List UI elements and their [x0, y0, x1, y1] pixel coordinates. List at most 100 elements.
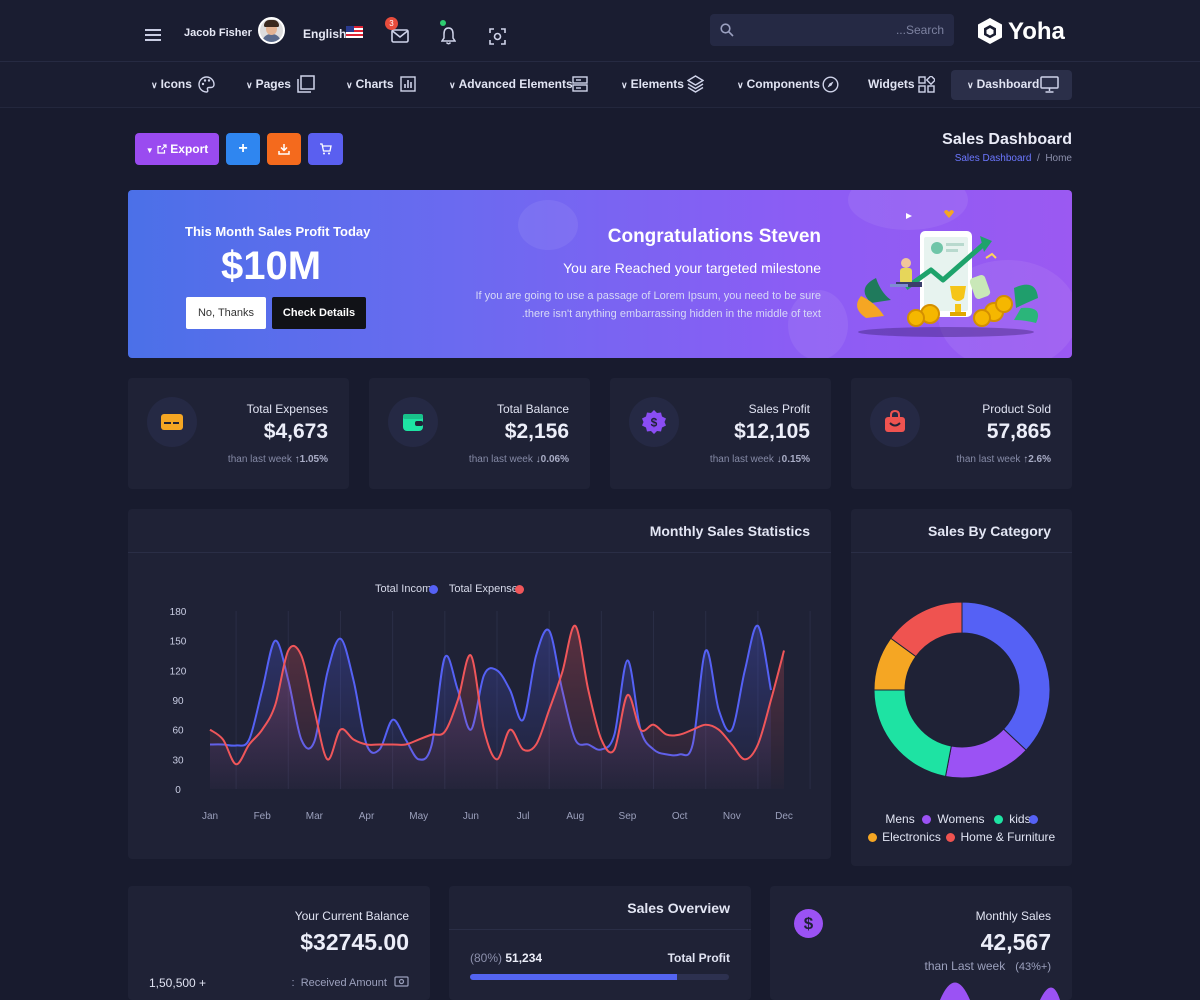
breadcrumb-separator: /	[1036, 153, 1040, 164]
nav-label: Components	[746, 77, 820, 91]
x-tick-label: Dec	[775, 811, 793, 822]
breadcrumb-home: Home	[1045, 153, 1072, 164]
balance-label: Your Current Balance	[294, 909, 409, 923]
y-tick-label: 0	[175, 785, 181, 796]
x-tick-label: Jun	[463, 811, 479, 822]
legend-total-income[interactable]: Total Income	[375, 583, 439, 595]
avatar[interactable]	[258, 17, 285, 44]
language-selector[interactable]: English	[303, 27, 347, 41]
legend-mens[interactable]: Mens	[885, 812, 915, 826]
add-button[interactable]: +	[226, 133, 260, 165]
dollar-badge-icon: $	[629, 397, 679, 447]
monthly-sales-value: 42,567	[980, 929, 1051, 955]
search-box	[710, 14, 954, 46]
y-tick-label: 60	[172, 726, 184, 737]
widgets-icon	[918, 76, 935, 93]
cash-icon	[394, 976, 409, 987]
legend-row: Mens Womens kids	[851, 810, 1072, 828]
monthly-sales-sparkline	[940, 982, 1060, 1000]
nav-elements[interactable]: ∨ Elements	[621, 77, 684, 91]
x-tick-label: Mar	[306, 811, 324, 822]
y-tick-label: 150	[170, 637, 187, 648]
cart-icon	[320, 143, 332, 155]
nav-label: Icons	[160, 77, 192, 91]
stat-card-product-sold: Product Sold 57,865 than last week ↑2.6%	[851, 378, 1072, 489]
check-details-button[interactable]: Check Details	[272, 297, 366, 329]
nav-dashboard[interactable]: ∨ Dashboard	[951, 70, 1072, 100]
banner-milestone: You are Reached your targeted milestone	[563, 260, 821, 276]
pages-icon	[297, 75, 315, 93]
y-tick-label: 120	[170, 666, 187, 677]
donut-slice[interactable]	[961, 601, 1051, 751]
nav-charts[interactable]: ∨ Charts	[346, 77, 394, 91]
download-icon	[278, 144, 290, 155]
donut-slice[interactable]	[873, 689, 952, 778]
logo-text[interactable]: Yoha	[1008, 18, 1065, 45]
logo-cube-icon[interactable]	[977, 17, 1003, 45]
panel-title: Sales Overview	[627, 900, 730, 916]
legend-kids[interactable]: kids	[1009, 812, 1031, 826]
mail-icon[interactable]	[391, 29, 409, 43]
x-tick-label: Apr	[359, 811, 375, 822]
nav-label: Charts	[355, 77, 394, 91]
series-line[interactable]	[209, 624, 785, 766]
nav-label: Dashboard	[976, 77, 1040, 91]
stat-value: 57,865	[986, 420, 1051, 443]
nav-pages[interactable]: ∨ Pages	[246, 77, 291, 91]
nav-icons[interactable]: ∨ Icons	[151, 77, 192, 91]
download-button[interactable]	[267, 133, 301, 165]
banner-subtitle: This Month Sales Profit Today	[185, 224, 371, 239]
series-area	[210, 625, 784, 789]
overview-percent: (80%)	[470, 951, 503, 965]
stat-label: Total Balance	[496, 402, 569, 416]
decor-blob	[788, 290, 848, 358]
user-name[interactable]: Jacob Fisher	[184, 27, 252, 39]
svg-text:$: $	[651, 416, 658, 430]
search-input[interactable]	[744, 14, 944, 46]
stat-card-total-balance: Total Balance $2,156 than last week ↓0.0…	[369, 378, 590, 489]
nav-label: Pages	[255, 77, 291, 91]
stat-card-total-expenses: Total Expenses $4,673 than last week ↑1.…	[128, 378, 349, 489]
card-icon	[147, 397, 197, 447]
legend-total-expenses[interactable]: Total Expenses	[448, 583, 525, 595]
legend-dot	[1028, 815, 1038, 825]
stat-value: $4,673	[263, 420, 328, 443]
menu-toggle-icon[interactable]	[145, 29, 161, 41]
breadcrumb-link[interactable]: Sales Dashboard	[954, 153, 1032, 164]
category-legend: Mens Womens kids Electronics Home & Furn…	[851, 810, 1072, 846]
palette-icon	[198, 76, 215, 93]
divider	[851, 552, 1072, 553]
nav-advanced-elements[interactable]: ∨ Advanced Elements	[449, 77, 573, 91]
search-icon[interactable]	[720, 23, 734, 37]
received-label: Received Amount	[300, 977, 387, 989]
progress-fill	[470, 974, 678, 980]
nav-label: Advanced Elements	[458, 77, 573, 91]
monitor-icon	[1040, 76, 1059, 93]
bell-icon[interactable]	[441, 27, 456, 45]
nav-label: Elements	[630, 77, 684, 91]
legend-womens[interactable]: Womens	[937, 812, 985, 826]
legend-dot	[993, 815, 1003, 825]
monthly-sales-footer: than Last week (43%+)	[924, 959, 1051, 973]
received-amount: : Received Amount	[292, 976, 409, 989]
breadcrumb: Sales Dashboard / Home	[955, 153, 1072, 164]
growth-illustration	[857, 210, 1039, 337]
legend-home-furniture[interactable]: Home & Furniture	[960, 830, 1056, 844]
wallet-icon	[388, 397, 438, 447]
nav-components[interactable]: ∨ Components	[737, 77, 820, 91]
fullscreen-icon[interactable]	[489, 28, 506, 45]
monthly-sales-label: Monthly Sales	[975, 909, 1051, 923]
mail-count-badge: 3	[385, 17, 398, 30]
stat-label: Product Sold	[982, 402, 1051, 416]
balance-left-value: 1,50,500 +	[149, 976, 207, 990]
dollar-circle-icon: $	[794, 909, 823, 938]
x-tick-label: Oct	[672, 811, 688, 822]
no-thanks-button[interactable]: No, Thanks	[186, 297, 266, 329]
banner-amount: $10M	[221, 244, 322, 288]
stat-label: Total Expenses	[246, 402, 328, 416]
nav-widgets[interactable]: Widgets	[868, 77, 915, 91]
legend-electronics[interactable]: Electronics	[882, 830, 941, 844]
cart-button[interactable]	[308, 133, 343, 165]
donut-slice[interactable]	[890, 601, 963, 658]
export-button[interactable]: ▼ Export	[135, 133, 219, 165]
